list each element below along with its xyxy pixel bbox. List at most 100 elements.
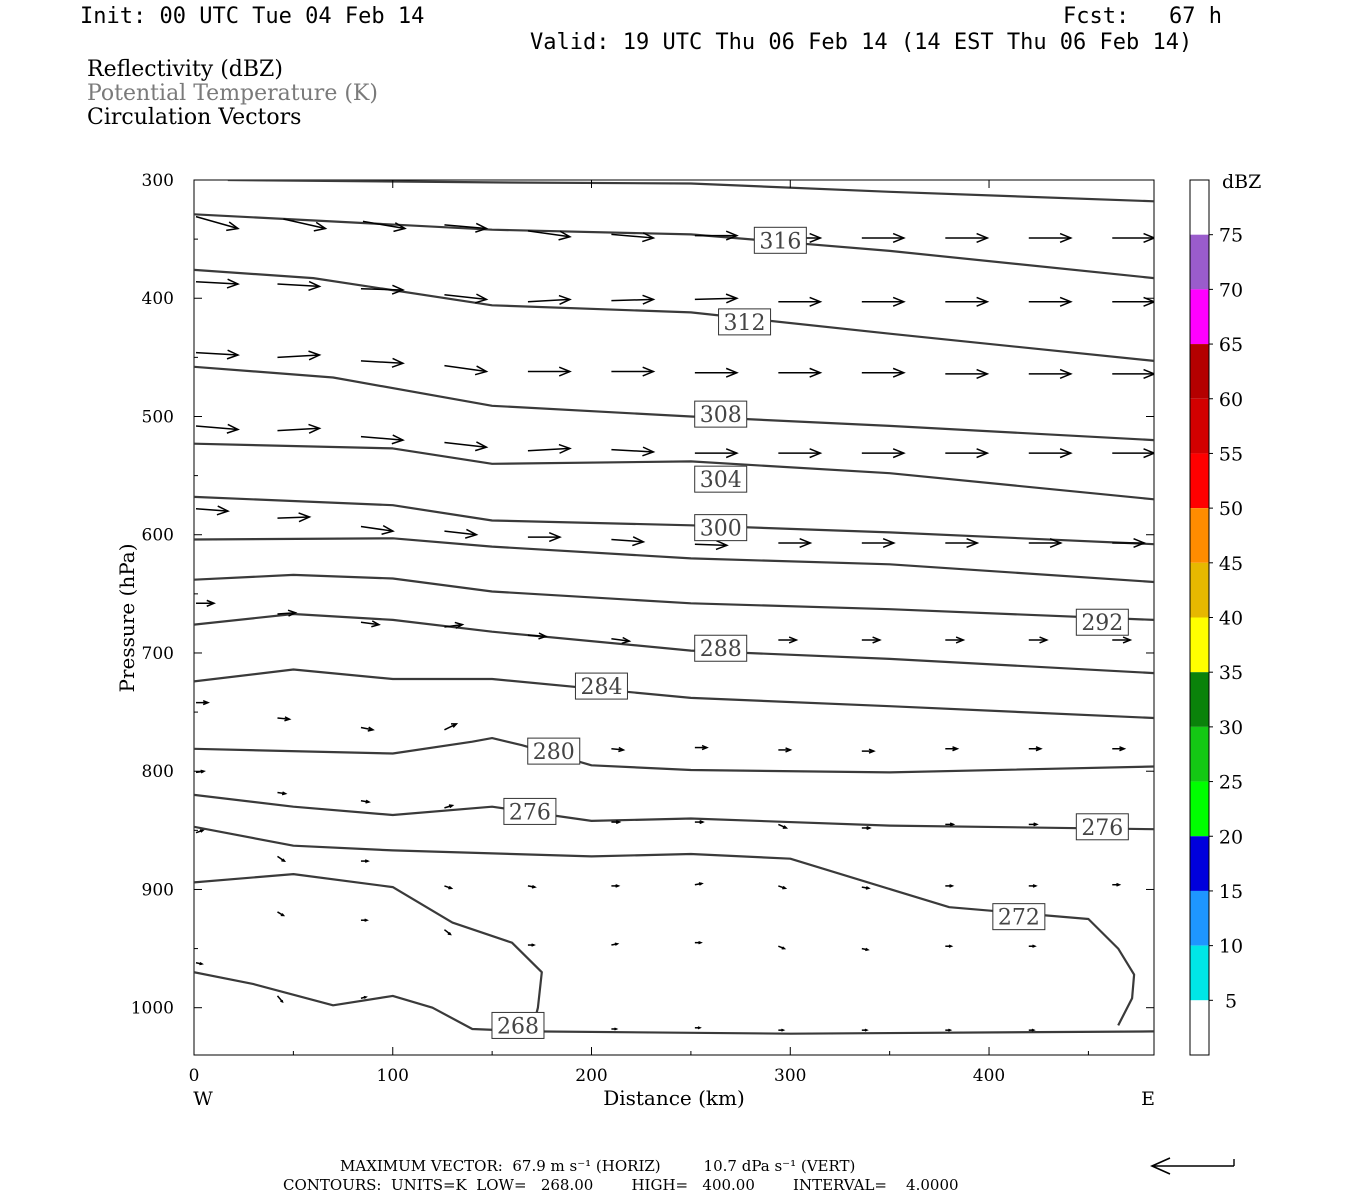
contour-info: CONTOURS: UNITS=K LOW= 268.00 HIGH= 400.… (283, 1176, 959, 1194)
vector-arrow-97 (277, 855, 287, 862)
vector-arrow-84 (195, 769, 206, 774)
vector-arrow-42 (694, 448, 739, 459)
y-tick-label: 900 (142, 880, 174, 900)
contour-label-8: 280 (527, 737, 581, 765)
colorbar-level-label: 5 (1225, 990, 1237, 1012)
y-tick-label: 1000 (131, 999, 174, 1019)
x-end-label-west: W (193, 1088, 213, 1110)
vector-arrow-92 (861, 825, 872, 830)
contour-label-2: 308 (694, 400, 748, 428)
vector-arrow-32 (861, 367, 906, 378)
colorbar-segment (1190, 1000, 1209, 1055)
vector-arrow-38 (360, 434, 405, 445)
vector-arrow-44 (861, 448, 906, 459)
vector-arrow-118 (1028, 944, 1037, 948)
vector-arrow-6 (694, 230, 739, 241)
vector-arrow-26 (360, 357, 405, 368)
vector-arrow-110 (360, 918, 369, 922)
vector-arrow-9 (945, 232, 990, 243)
vector-arrow-13 (277, 280, 322, 291)
x-tick-label: 100 (377, 1066, 409, 1086)
vector-arrow-65 (611, 636, 632, 645)
colorbar-segment (1190, 562, 1209, 618)
colorbar-segment (1190, 890, 1209, 946)
svg-text:268: 268 (497, 1014, 539, 1039)
vector-arrow-94 (1028, 822, 1039, 827)
contour-label-3: 304 (694, 465, 748, 493)
contour-label-10: 276 (1075, 813, 1129, 841)
contour-label-4: 300 (694, 514, 748, 542)
contour-label-11: 272 (992, 903, 1046, 931)
svg-text:272: 272 (998, 906, 1040, 931)
contour-labels: 316 312 308 304 300 292 288 284 280 276 276 272 268 (491, 226, 1129, 1039)
colorbar-level-label: 25 (1219, 772, 1243, 794)
theta-contour-2 (194, 268, 1154, 362)
theta-contour-1 (194, 213, 1154, 280)
colorbar-segment (1190, 289, 1209, 345)
contour-label-0: 316 (753, 226, 807, 254)
theta-contour-14 (194, 971, 1154, 1035)
colorbar-level-label: 75 (1219, 225, 1243, 247)
vector-arrow-37 (277, 423, 322, 434)
vector-arrow-18 (694, 293, 739, 304)
vector-arrow-16 (527, 294, 572, 305)
vector-arrow-87 (444, 804, 455, 809)
vector-arrow-102 (694, 882, 704, 886)
field-circulation-vectors: Circulation Vectors (87, 105, 302, 130)
x-tick-label: 400 (973, 1066, 1005, 1086)
field-potential-temperature: Potential Temperature (K) (87, 81, 378, 106)
vector-arrow-113 (611, 942, 620, 946)
vector-arrow-1 (283, 218, 328, 232)
vector-arrow-119 (360, 995, 368, 999)
x-tick-label: 0 (189, 1066, 200, 1086)
vector-arrow-79 (778, 747, 793, 753)
vector-arrow-35 (1112, 368, 1154, 379)
vector-arrow-39 (444, 441, 489, 452)
theta-contour-5 (194, 495, 1154, 546)
colorbar-level-label: 20 (1219, 826, 1243, 848)
vector-arrow-93 (945, 822, 956, 827)
vector-arrow-20 (861, 296, 906, 307)
colorbar-level-label: 10 (1219, 936, 1243, 958)
contour-label-5: 292 (1075, 608, 1129, 636)
contour-label-7: 284 (574, 672, 628, 700)
vector-arrow-19 (778, 296, 823, 307)
svg-text:280: 280 (533, 740, 575, 765)
axes: 300 400 500 600 700 800 900 1000 0 100 200 300 400 (131, 171, 1154, 1086)
colorbar-segment (1190, 672, 1209, 727)
vector-arrow-85 (277, 791, 288, 796)
vector-arrow-98 (360, 859, 370, 863)
vector-arrow-71 (1112, 636, 1133, 644)
vector-arrow-15 (444, 293, 489, 304)
vector-arrow-11 (1112, 232, 1154, 243)
vector-arrow-90 (694, 820, 705, 825)
svg-text:276: 276 (1081, 816, 1123, 841)
vector-arrow-43 (778, 448, 823, 459)
max-vector-arrow (1150, 1157, 1235, 1175)
vector-arrow-14 (360, 284, 405, 295)
vector-arrow-122 (694, 1026, 702, 1030)
vector-arrow-70 (1028, 636, 1049, 644)
vector-arrow-108 (195, 961, 204, 966)
contour-label-9: 276 (503, 797, 557, 825)
colorbar-segment (1190, 453, 1209, 509)
vector-arrow-23 (1112, 296, 1154, 307)
colorbar: 75 70 65 60 55 50 45 40 35 30 25 20 15 10 5 (1189, 179, 1243, 1056)
vector-arrow-33 (945, 368, 990, 379)
vector-arrow-121 (611, 1027, 619, 1031)
svg-text:316: 316 (759, 229, 801, 254)
vector-arrow-0 (195, 215, 240, 232)
vector-arrow-74 (360, 726, 375, 732)
colorbar-level-label: 70 (1219, 279, 1243, 301)
vector-arrow-120 (276, 995, 284, 1003)
colorbar-segment (1190, 398, 1209, 454)
svg-text:300: 300 (700, 517, 742, 542)
svg-text:284: 284 (580, 675, 622, 700)
vector-arrow-27 (444, 364, 489, 376)
vector-arrow-72 (195, 699, 210, 706)
vector-arrow-63 (444, 621, 465, 629)
colorbar-level-label: 50 (1219, 498, 1243, 520)
y-tick-label: 300 (142, 171, 174, 191)
vector-arrow-5 (611, 232, 656, 243)
colorbar-level-label: 15 (1219, 881, 1243, 903)
